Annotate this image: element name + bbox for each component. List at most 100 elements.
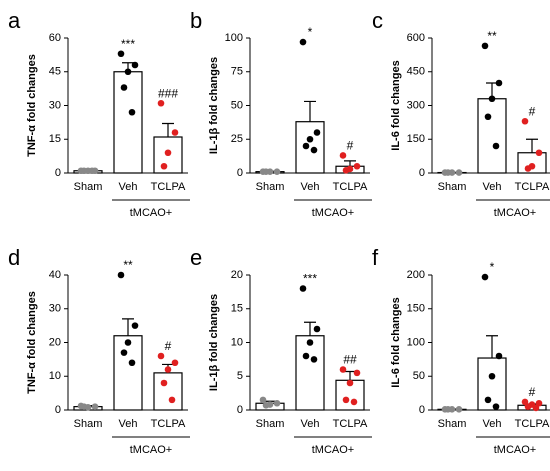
data-point <box>488 95 496 103</box>
data-point <box>120 84 128 91</box>
data-point <box>80 403 88 410</box>
data-point <box>131 61 139 69</box>
x-tick-label: Veh <box>483 418 502 430</box>
data-point <box>535 149 543 157</box>
panel: c IL-6 fold changes 0 150 300 450 600 Sham Veh **… <box>372 8 550 219</box>
data-point <box>495 352 503 360</box>
panel-letter: b <box>190 8 202 33</box>
x-tick-label: Sham <box>256 181 285 193</box>
y-tick-label: 20 <box>231 269 243 281</box>
x-tick-label: Veh <box>301 181 320 193</box>
bar <box>113 335 143 411</box>
data-point <box>262 401 270 409</box>
y-tick-label: 0 <box>55 404 61 416</box>
data-point <box>310 356 318 363</box>
panel: a TNF-α fold changes 0 15 30 45 60 Sham Veh *** TC… <box>8 8 190 219</box>
significance: # <box>165 339 172 353</box>
significance: *** <box>303 272 317 286</box>
y-tick-label: 600 <box>407 32 425 44</box>
bar <box>295 121 325 174</box>
data-point <box>313 129 321 136</box>
data-point <box>171 359 179 367</box>
data-point <box>306 135 314 143</box>
data-point <box>346 379 354 387</box>
data-point <box>313 325 321 333</box>
x-tick-label: Sham <box>438 181 467 193</box>
y-tick-label: 200 <box>407 269 425 281</box>
y-tick-label: 450 <box>407 66 425 78</box>
y-tick-label: 30 <box>49 99 61 111</box>
y-axis-label: IL-6 fold changes <box>390 297 402 387</box>
y-axis-label: IL-1β fold changes <box>208 57 220 154</box>
x-tick-label: Sham <box>74 181 103 193</box>
significance: ### <box>158 86 178 100</box>
group-label: tMCAO+ <box>494 207 536 219</box>
y-tick-label: 150 <box>407 303 425 315</box>
y-tick-label: 75 <box>231 66 243 78</box>
significance: ## <box>343 353 357 367</box>
y-axis-label: IL-6 fold changes <box>390 60 402 150</box>
data-point <box>80 167 88 175</box>
y-tick-label: 20 <box>49 336 61 348</box>
y-tick-label: 60 <box>49 32 61 44</box>
data-point <box>273 399 281 407</box>
data-point <box>339 366 347 373</box>
data-point <box>164 366 172 373</box>
data-point <box>259 396 267 404</box>
significance: * <box>490 260 495 274</box>
x-tick-label: Veh <box>119 418 138 430</box>
data-point <box>444 406 452 413</box>
data-point <box>273 168 281 175</box>
group-label: tMCAO+ <box>130 207 172 219</box>
x-tick-label: Sham <box>256 418 285 430</box>
error-bar <box>486 335 498 359</box>
y-tick-label: 0 <box>237 167 243 179</box>
data-point <box>117 271 125 279</box>
y-tick-label: 0 <box>237 404 243 416</box>
data-point <box>131 322 139 329</box>
bar <box>517 152 547 174</box>
error-bar <box>344 160 356 167</box>
y-tick-label: 50 <box>413 370 425 382</box>
panel-letter: a <box>8 8 21 33</box>
y-tick-label: 10 <box>49 370 61 382</box>
data-point <box>157 352 165 360</box>
data-point <box>160 162 168 170</box>
significance: ** <box>487 29 497 43</box>
error-bar <box>304 100 316 122</box>
bar <box>153 372 183 411</box>
data-point <box>128 108 136 116</box>
data-point <box>310 146 318 154</box>
significance: # <box>347 139 354 153</box>
group-label: tMCAO+ <box>494 444 536 456</box>
data-point <box>488 372 496 380</box>
panel: b IL-1β fold changes 0 25 50 75 100 Sham Veh * TCL… <box>190 8 372 219</box>
x-tick-label: Sham <box>438 418 467 430</box>
y-tick-label: 15 <box>49 133 61 145</box>
y-tick-label: 15 <box>231 303 243 315</box>
data-point <box>350 398 358 406</box>
data-point <box>444 169 452 176</box>
significance: # <box>529 104 536 118</box>
y-tick-label: 100 <box>225 32 243 44</box>
data-point <box>302 352 310 360</box>
y-tick-label: 25 <box>231 133 243 145</box>
significance: * <box>308 25 313 39</box>
y-axis-label: IL-1β fold changes <box>208 294 220 391</box>
data-point <box>495 79 503 87</box>
data-point <box>481 273 489 281</box>
panel: f IL-6 fold changes 0 50 100 150 200 Sham Veh * TC… <box>372 245 550 456</box>
data-point <box>160 379 168 387</box>
data-point <box>524 165 532 172</box>
data-point <box>164 149 172 157</box>
data-point <box>168 396 176 404</box>
data-point <box>88 167 96 175</box>
data-point <box>339 152 347 159</box>
x-tick-label: TCLPA <box>333 181 368 193</box>
y-axis-label: TNF-α fold changes <box>26 54 38 157</box>
data-point <box>455 169 463 176</box>
data-point <box>128 359 136 367</box>
panel: e IL-1β fold changes 0 5 10 15 20 Sham Veh *** TCL… <box>190 245 372 456</box>
data-point <box>171 129 179 136</box>
significance: # <box>529 385 536 399</box>
